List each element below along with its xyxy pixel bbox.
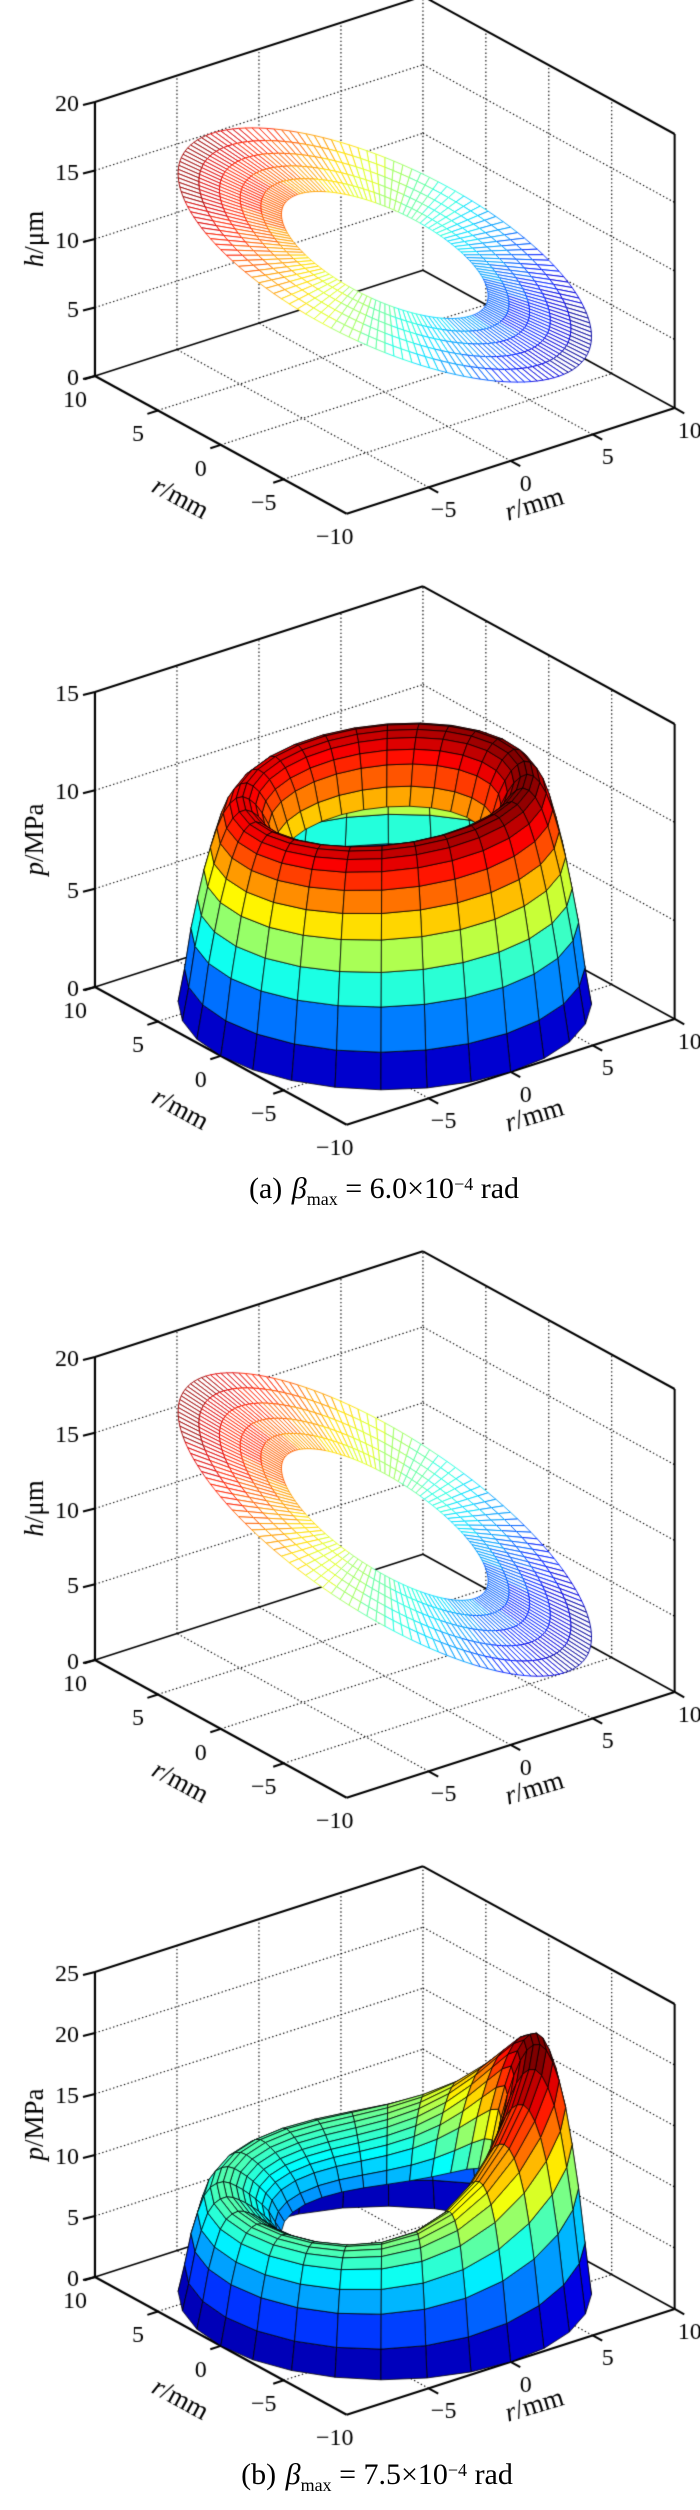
caption-a-exponent: −4: [454, 1173, 474, 1194]
caption-a-unit: rad: [473, 1172, 520, 1205]
caption-a-value: = 6.0×10: [337, 1172, 455, 1205]
caption-b-subscript: max: [300, 2475, 332, 2496]
caption-b-unit: rad: [467, 2458, 513, 2491]
caption-a-prefix: (a): [248, 1172, 290, 1205]
caption-b-prefix: (b): [241, 2458, 284, 2491]
caption-a-subscript: max: [306, 1189, 338, 1210]
caption-b-value: = 7.5×10: [331, 2458, 448, 2491]
beta-symbol: β: [291, 1172, 307, 1205]
caption-a: (a) βmax = 6.0×10−4 rad: [249, 1172, 519, 1210]
beta-symbol: β: [285, 2458, 301, 2491]
caption-b-exponent: −4: [447, 2459, 468, 2480]
caption-b: (b) βmax = 7.5×10−4 rad: [241, 2458, 513, 2496]
